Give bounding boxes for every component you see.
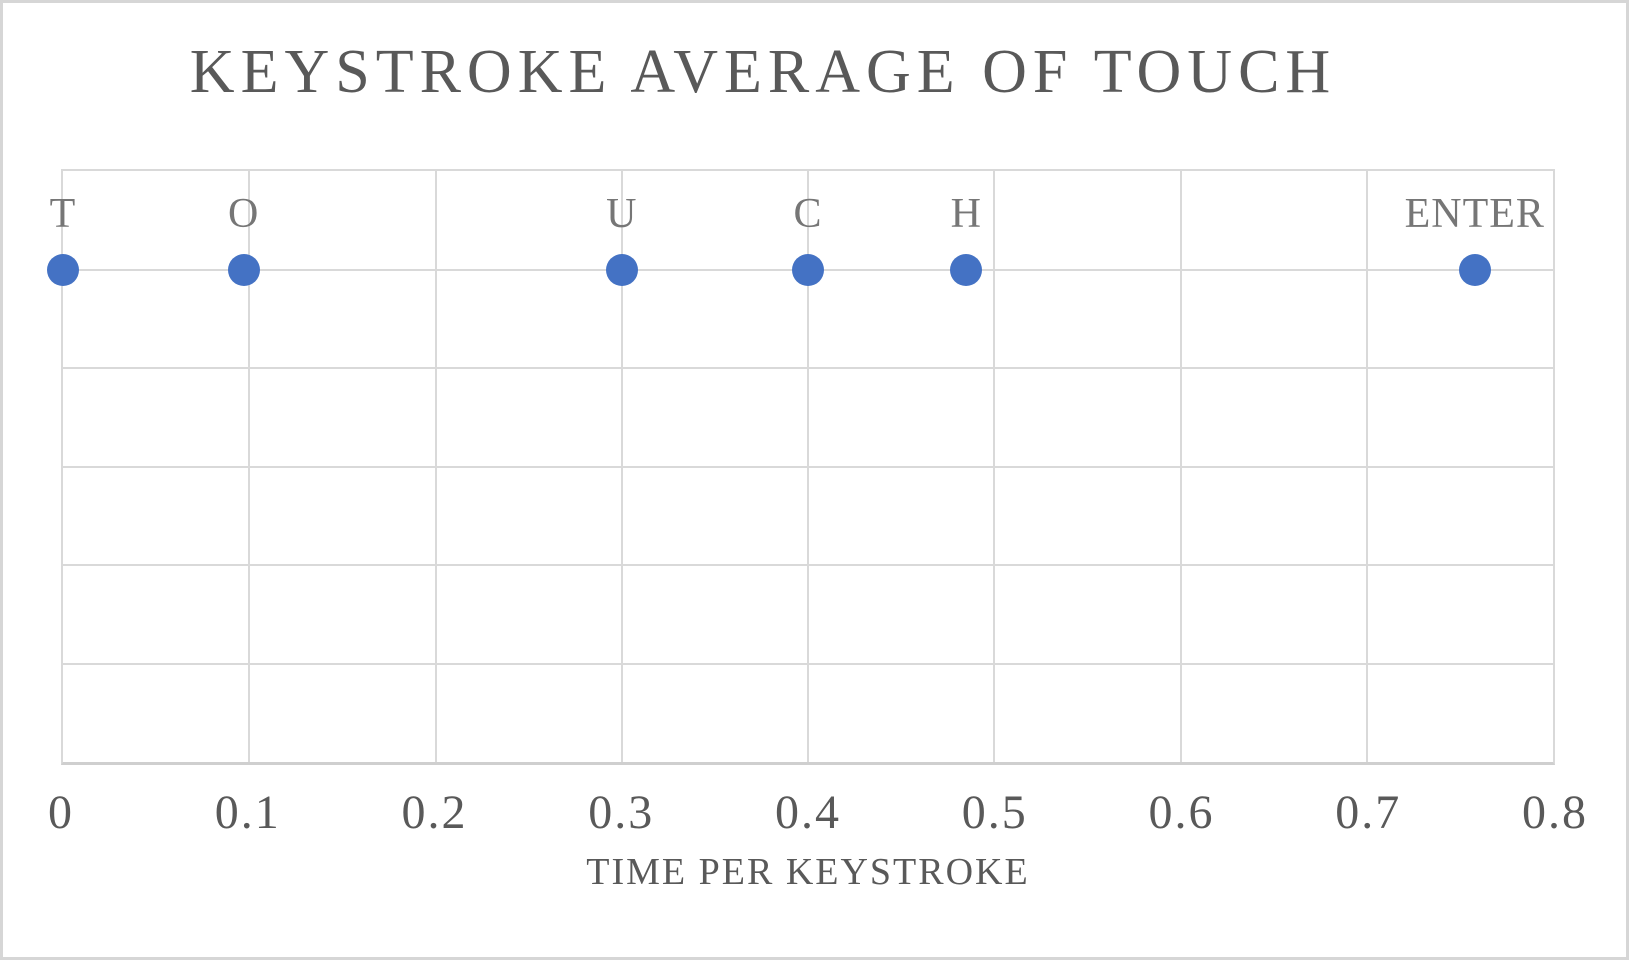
chart-title: KEYSTROKE AVERAGE OF TOUCH bbox=[189, 38, 1337, 106]
data-point-label: U bbox=[606, 191, 638, 238]
x-axis-tick-label: 0 bbox=[48, 786, 74, 839]
x-axis-tick-labels: 0 0.1 0.2 0.3 0.4 0.5 0.6 0.7 0.8 bbox=[48, 786, 1586, 845]
gridline-horizontal bbox=[63, 465, 1553, 468]
x-axis-tick-label: 0.2 bbox=[401, 786, 468, 839]
x-axis-title: TIME PER KEYSTROKE bbox=[586, 851, 1030, 893]
x-axis-tick-label: 0.8 bbox=[1522, 786, 1588, 839]
x-axis-tick-label: 0.6 bbox=[1148, 786, 1215, 839]
gridline-horizontal bbox=[63, 367, 1553, 369]
data-point-marker bbox=[792, 253, 824, 286]
gridline-horizontal bbox=[63, 564, 1553, 566]
data-point-label: T bbox=[49, 191, 77, 238]
data-point-label: H bbox=[950, 191, 982, 238]
x-axis-tick-label: 0.1 bbox=[214, 786, 281, 839]
data-point-marker bbox=[47, 253, 79, 286]
data-point-marker bbox=[950, 253, 983, 286]
data-point-label: C bbox=[793, 191, 823, 238]
data-point-marker bbox=[227, 253, 260, 286]
x-axis-tick-label: 0.7 bbox=[1335, 786, 1402, 839]
data-point-marker bbox=[1458, 253, 1491, 286]
x-axis-tick-label: 0.3 bbox=[588, 786, 655, 839]
x-axis-tick-label: 0.4 bbox=[775, 786, 841, 839]
data-point-marker bbox=[605, 253, 638, 286]
x-axis-tick-label: 0.5 bbox=[961, 786, 1028, 839]
data-point-label: ENTER bbox=[1404, 191, 1545, 238]
plot-area: T O U C H ENTER bbox=[47, 169, 1555, 765]
data-point-label: O bbox=[227, 191, 260, 238]
gridline-horizontal bbox=[63, 662, 1553, 665]
